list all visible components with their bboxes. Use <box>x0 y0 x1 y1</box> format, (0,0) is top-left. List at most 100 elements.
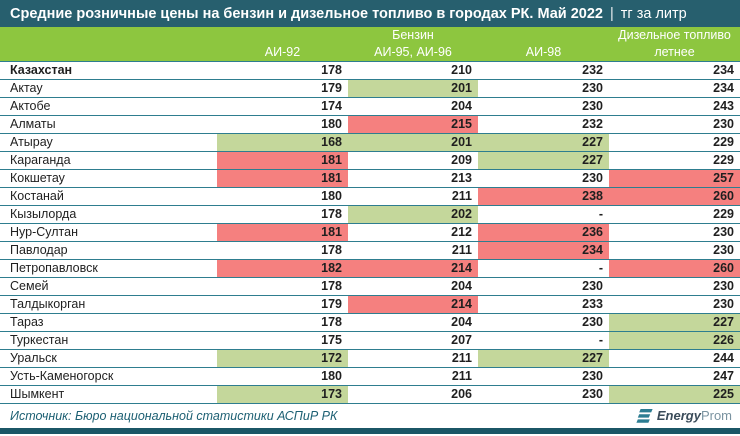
table-row: Петропавловск 182 214 -260 <box>0 260 740 278</box>
table-row: Павлодар 178 211 234 230 <box>0 242 740 260</box>
region-name: Кызылорда <box>10 207 77 221</box>
price-cell: 227 <box>478 152 609 169</box>
logo-text-energy: Energy <box>656 408 701 423</box>
table-row: Семей 178 204 230 230 <box>0 278 740 296</box>
price-cell: 168 <box>217 134 348 151</box>
price-cell: 178 <box>321 279 342 293</box>
price-cell: 230 <box>713 243 734 257</box>
price-cell: 230 <box>582 81 603 95</box>
price-cell: 181 <box>217 224 348 241</box>
col-label-diesel-summer: летнее <box>654 45 695 59</box>
table-row: Шымкент 173 206 230 225 <box>0 386 740 404</box>
table-row: Усть-Каменогорск 180 211 230 247 <box>0 368 740 386</box>
price-cell: 230 <box>582 315 603 329</box>
region-name: Туркестан <box>10 333 69 347</box>
price-cell: 229 <box>713 207 734 221</box>
price-cell: 178 <box>321 63 342 77</box>
price-cell: 206 <box>451 387 472 401</box>
fuel-group-label: Бензин <box>392 28 434 42</box>
region-name: Петропавловск <box>10 261 98 275</box>
region-name: Актау <box>10 81 43 95</box>
price-cell: 230 <box>582 99 603 113</box>
price-cell: 230 <box>713 297 734 311</box>
table-row: Атырау 168 201 227 229 <box>0 134 740 152</box>
price-cell: 214 <box>348 296 478 313</box>
table-row: Туркестан 175 207 -226 <box>0 332 740 350</box>
price-cell: 182 <box>217 260 348 277</box>
price-cell: 209 <box>451 153 472 167</box>
price-cell: - <box>598 333 603 347</box>
region-name: Павлодар <box>10 243 68 257</box>
price-cell: 225 <box>609 386 740 403</box>
price-cell: 227 <box>478 134 609 151</box>
price-cell: 211 <box>451 243 472 257</box>
price-cell: 260 <box>609 188 740 205</box>
price-cell: 178 <box>321 243 342 257</box>
price-cell: 173 <box>217 386 348 403</box>
column-label-row: АИ-92 АИ-95, АИ-96 АИ-98 летнее <box>0 44 740 61</box>
price-cell: 178 <box>321 315 342 329</box>
source-note: Источник: Бюро национальной статистики А… <box>10 409 338 423</box>
region-name: Тараз <box>10 315 44 329</box>
price-cell: 180 <box>321 117 342 131</box>
region-name: Атырау <box>10 135 53 149</box>
price-cell: 211 <box>451 189 472 203</box>
col-label-ai95-96: АИ-95, АИ-96 <box>374 45 452 59</box>
table-row: Костанай 180 211 238 260 <box>0 188 740 206</box>
price-cell: 212 <box>451 225 472 239</box>
table-row: Кокшетау 181 213 230 257 <box>0 170 740 188</box>
price-cell: 210 <box>451 63 472 77</box>
region-name: Кокшетау <box>10 171 65 185</box>
price-cell: 215 <box>348 116 478 133</box>
table-row: Уральск 172 211 227 244 <box>0 350 740 368</box>
table-row: Актобе 174 204 230 243 <box>0 98 740 116</box>
table-row: Казахстан 178 210 232 234 <box>0 62 740 80</box>
price-cell: 232 <box>582 117 603 131</box>
price-cell: 230 <box>713 117 734 131</box>
price-cell: 211 <box>451 369 472 383</box>
price-cell: 229 <box>713 153 734 167</box>
title-separator: | <box>609 5 614 22</box>
price-cell: 207 <box>451 333 472 347</box>
price-cell: 180 <box>321 189 342 203</box>
title-bar: Средние розничные цены на бензин и дизел… <box>0 0 740 27</box>
region-name: Казахстан <box>10 63 73 77</box>
price-cell: 233 <box>582 297 603 311</box>
price-cell: 213 <box>451 171 472 185</box>
diesel-group-label: Дизельное топливо <box>618 28 731 42</box>
region-name: Актобе <box>10 99 51 113</box>
price-cell: 201 <box>348 80 478 97</box>
price-cell: 204 <box>451 279 472 293</box>
region-name: Уральск <box>10 351 57 365</box>
table-row: Актау 179 201 230 234 <box>0 80 740 98</box>
price-cell: 178 <box>321 207 342 221</box>
col-label-ai92: АИ-92 <box>264 45 301 59</box>
price-cell: - <box>598 261 603 275</box>
col-label-ai98: АИ-98 <box>525 45 562 59</box>
table-row: Кызылорда 178 202 - 229 <box>0 206 740 224</box>
price-cell: 181 <box>217 152 348 169</box>
price-cell: 243 <box>713 99 734 113</box>
region-name: Талдыкорган <box>10 297 86 311</box>
price-cell: 214 <box>348 260 478 277</box>
price-cell: 230 <box>713 279 734 293</box>
price-cell: 229 <box>713 135 734 149</box>
price-cell: 172 <box>217 350 348 367</box>
price-cell: 201 <box>348 134 478 151</box>
table-row: Алматы 180 215 232 230 <box>0 116 740 134</box>
price-cell: 211 <box>451 351 472 365</box>
table-row: Тараз 178 204 230 227 <box>0 314 740 332</box>
region-name: Костанай <box>10 189 64 203</box>
price-cell: 230 <box>713 225 734 239</box>
price-cell: 180 <box>321 369 342 383</box>
table-body: Казахстан 178 210 232 234 Актау 179 201 230 234 Ак… <box>0 62 740 404</box>
price-cell: 236 <box>478 224 609 241</box>
column-group-row: Бензин Дизельное топливо <box>0 27 740 44</box>
region-name: Нур-Султан <box>10 225 78 239</box>
price-cell: 179 <box>321 81 342 95</box>
price-cell: 174 <box>321 99 342 113</box>
price-cell: 227 <box>478 350 609 367</box>
price-cell: 204 <box>451 99 472 113</box>
table-column-header: Бензин Дизельное топливо АИ-92 АИ-95, АИ… <box>0 27 740 62</box>
